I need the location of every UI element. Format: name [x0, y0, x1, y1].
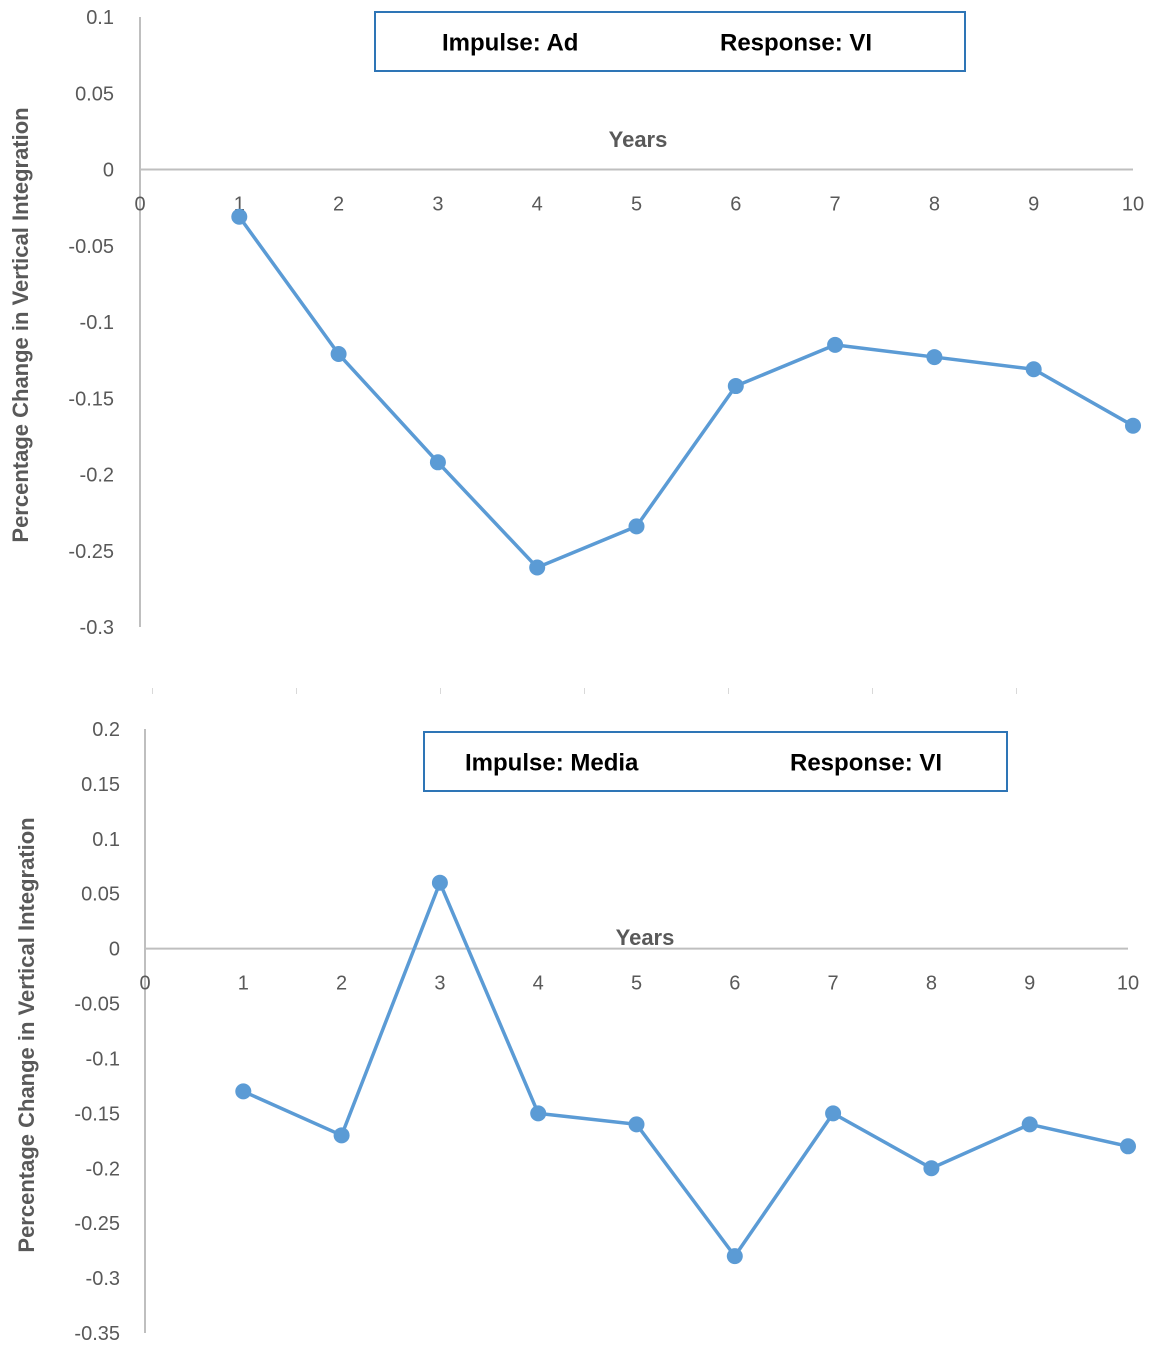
x-tick-label: 9 [1028, 194, 1039, 216]
divider-mark [440, 688, 441, 694]
x-tick-label: 6 [730, 194, 741, 216]
data-point [330, 346, 347, 363]
data-point [628, 1116, 645, 1133]
y-tick-label: -0.15 [74, 1103, 120, 1125]
x-tick-label: 3 [432, 194, 443, 216]
chart-media-vi-svg: 0.2 0.15 0.1 0.05 0 -0.05 -0.1 -0.15 -0.2 -0.25 -0… [14, 719, 1139, 1345]
data-point [926, 349, 943, 366]
data-point [825, 1105, 842, 1122]
y-tick-label: 0.05 [75, 83, 114, 105]
data-point [1120, 1138, 1136, 1155]
divider-mark [152, 688, 153, 694]
data-point [431, 874, 448, 891]
y-tick-label: -0.15 [68, 388, 114, 410]
divider-mark [1016, 688, 1017, 694]
data-point [827, 336, 844, 353]
x-tick-label: 6 [729, 973, 740, 995]
y-axis-title: Percentage Change in Vertical Integratio… [14, 817, 39, 1252]
chart-media-vi: 0.2 0.15 0.1 0.05 0 -0.05 -0.1 -0.15 -0.2 -0.25 -0… [0, 700, 1152, 1347]
legend-box [423, 731, 1008, 792]
series-line [242, 880, 1129, 1258]
x-tick-label: 2 [333, 194, 344, 216]
data-point [726, 1248, 743, 1265]
y-tick-label: 0.1 [92, 829, 120, 851]
divider-mark [728, 688, 729, 694]
y-tick-label: 0.1 [86, 7, 114, 29]
x-tick-label: 2 [336, 973, 347, 995]
x-tick-label: 4 [533, 973, 544, 995]
x-tick-label: 4 [532, 194, 543, 216]
data-point [429, 454, 446, 471]
x-tick-label: 7 [828, 973, 839, 995]
y-axis-title: Percentage Change in Vertical Integratio… [8, 107, 33, 542]
data-point [628, 518, 645, 535]
divider-mark [584, 688, 585, 694]
divider-mark [872, 688, 873, 694]
chart-ad-vi-svg: 0.1 0.05 0 -0.05 -0.1 -0.15 -0.2 -0.25 -0.3 0 1 2 3 4… [8, 7, 1144, 639]
y-tick-label: -0.3 [86, 1268, 120, 1290]
data-point [529, 559, 546, 576]
x-tick-label: 1 [234, 194, 245, 216]
x-axis-title: Years [616, 925, 675, 950]
y-tick-label: -0.2 [86, 1158, 120, 1180]
data-point [231, 208, 248, 225]
x-tick-label: 8 [926, 973, 937, 995]
x-tick-label: 0 [139, 973, 150, 995]
x-tick-label: 0 [134, 194, 145, 216]
x-tick-label: 9 [1024, 973, 1035, 995]
x-tick-label: 1 [238, 973, 249, 995]
divider-mark [296, 688, 297, 694]
data-point [530, 1105, 547, 1122]
y-tick-label: -0.2 [80, 465, 114, 487]
x-tick-label: 10 [1117, 973, 1139, 995]
legend-impulse-label: Impulse: Media [465, 750, 639, 777]
x-tick-label: 7 [830, 194, 841, 216]
legend-response-label: Response: VI [720, 30, 872, 57]
y-tick-label: -0.05 [68, 236, 114, 258]
y-tick-label: 0 [103, 160, 114, 182]
data-point [235, 1083, 252, 1100]
y-tick-label: -0.25 [68, 541, 114, 563]
data-point [1021, 1116, 1038, 1133]
x-tick-label: 3 [434, 973, 445, 995]
y-tick-label: -0.25 [74, 1213, 120, 1235]
series-line [237, 215, 1134, 570]
y-tick-label: 0.2 [92, 719, 120, 741]
legend-box [374, 11, 966, 72]
x-tick-label: 5 [631, 194, 642, 216]
y-tick-label: -0.1 [80, 312, 114, 334]
data-point [333, 1127, 350, 1144]
y-tick-label: 0.05 [81, 884, 120, 906]
y-tick-label: -0.3 [80, 617, 114, 639]
y-tick-label: 0 [109, 939, 120, 961]
x-axis-title: Years [609, 127, 668, 152]
y-tick-label: 0.15 [81, 774, 120, 796]
legend-impulse-label: Impulse: Ad [442, 30, 578, 57]
y-tick-label: -0.05 [74, 994, 120, 1016]
y-tick-label: -0.35 [74, 1323, 120, 1345]
x-tick-label: 8 [929, 194, 940, 216]
legend-response-label: Response: VI [790, 750, 942, 777]
chart-ad-vi: 0.1 0.05 0 -0.05 -0.1 -0.15 -0.2 -0.25 -0.3 0 1 2 3 4… [8, 7, 1144, 639]
x-tick-label: 5 [631, 973, 642, 995]
x-tick-label: 10 [1122, 194, 1144, 216]
data-point [923, 1160, 940, 1177]
y-tick-label: -0.1 [86, 1048, 120, 1070]
data-point [727, 378, 744, 395]
data-point [1125, 417, 1141, 434]
data-point [1025, 361, 1042, 378]
